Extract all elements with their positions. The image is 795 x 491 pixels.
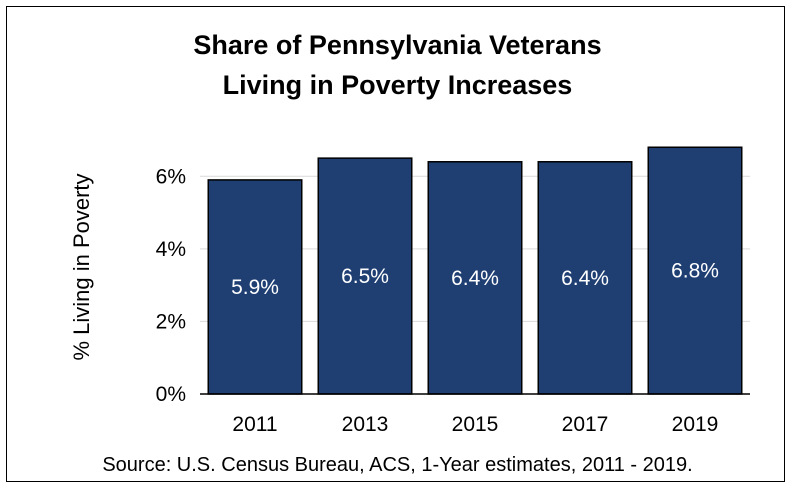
y-tick-label: 0% — [156, 383, 186, 406]
bar-data-label: 6.8% — [671, 260, 719, 283]
source-note: Source: U.S. Census Bureau, ACS, 1-Year … — [102, 454, 693, 476]
chart-title-line-1: Share of Pennsylvania Veterans — [193, 30, 602, 60]
y-tick-label: 6% — [156, 165, 186, 188]
bar-data-label: 5.9% — [231, 276, 279, 299]
y-tick-label: 2% — [156, 310, 186, 333]
x-tick-label: 2017 — [562, 413, 609, 436]
x-tick-label: 2013 — [342, 413, 389, 436]
x-tick-label: 2015 — [452, 413, 499, 436]
x-tick-label: 2011 — [232, 413, 277, 436]
x-tick-label: 2019 — [672, 413, 719, 436]
bar-data-label: 6.4% — [561, 267, 609, 290]
y-tick-label: 4% — [156, 238, 186, 261]
chart-title-line-2: Living in Poverty Increases — [222, 70, 573, 100]
bar-data-label: 6.4% — [451, 267, 499, 290]
bar — [647, 146, 743, 395]
bar-data-label: 6.5% — [341, 265, 389, 288]
